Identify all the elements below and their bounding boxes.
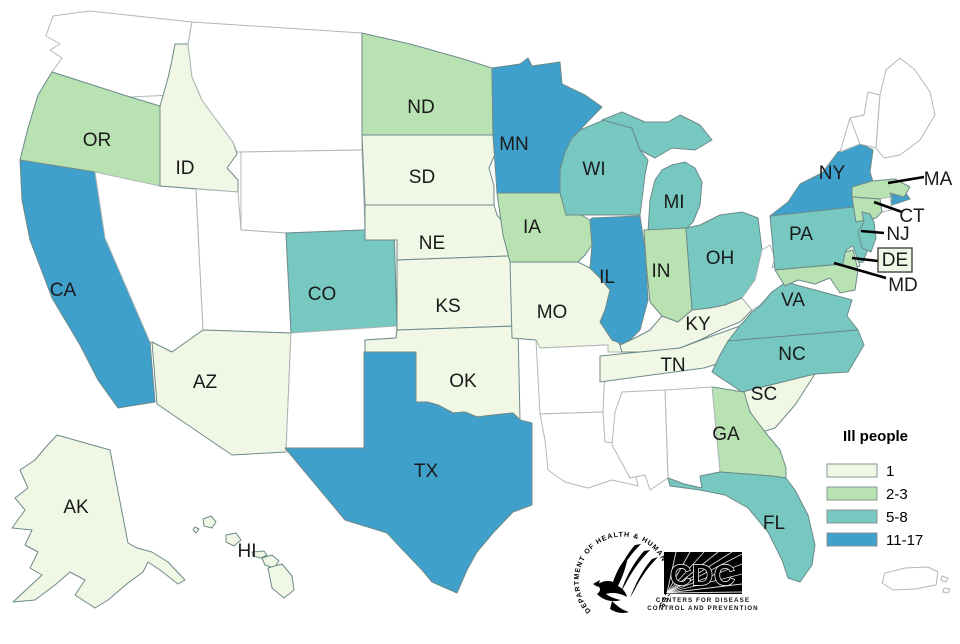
state-label-ca: CA — [50, 280, 77, 301]
state-labels: OR ID CA AZ ND SD NE KS OK TX CO MN IA M… — [50, 97, 953, 562]
state-label-mn: MN — [499, 134, 529, 155]
state-label-in: IN — [652, 261, 671, 282]
hi-niihau — [192, 526, 200, 534]
state-label-ak: AK — [63, 497, 89, 518]
callout-line-de — [851, 256, 879, 263]
state-tx — [284, 351, 533, 594]
legend-swatch-5-8 — [826, 509, 878, 524]
legend-swatch-11-17 — [826, 532, 878, 547]
state-label-nj: NJ — [886, 224, 909, 245]
hi-oahu — [225, 532, 242, 547]
state-label-nd: ND — [407, 97, 434, 118]
legend: Ill people 1 2-3 5-8 11-17 — [826, 428, 923, 549]
hhs-eagle-icon — [593, 544, 658, 613]
state-wy — [240, 149, 366, 234]
hi-molokai — [251, 550, 268, 559]
state-label-md: MD — [888, 275, 918, 296]
state-co — [285, 227, 398, 334]
legend-label-2-3: 2-3 — [886, 486, 908, 503]
state-label-az: AZ — [193, 372, 218, 393]
state-label-ny: NY — [819, 163, 846, 184]
state-label-mi: MI — [663, 192, 684, 213]
legend-label-1: 1 — [886, 463, 894, 480]
state-label-nc: NC — [778, 344, 805, 365]
state-label-ma: MA — [924, 169, 953, 190]
callout-lines — [833, 175, 925, 280]
cdc-logo-rays — [666, 551, 743, 594]
state-label-tn: TN — [660, 355, 685, 376]
state-mi-upper — [601, 111, 713, 159]
territory-pr — [881, 566, 951, 594]
state-label-ok: OK — [449, 371, 477, 392]
pr-islet-1 — [940, 575, 949, 583]
pr-main — [881, 566, 939, 591]
legend-swatch-1 — [826, 463, 878, 478]
cdc-acronym-text: CDC — [670, 560, 736, 592]
state-ak — [11, 434, 186, 609]
state-label-il: IL — [599, 267, 615, 288]
state-ks — [396, 248, 519, 331]
state-nd — [361, 32, 494, 136]
state-label-sc: SC — [751, 384, 777, 405]
state-label-pa: PA — [789, 224, 813, 245]
state-label-ne: NE — [419, 233, 445, 254]
state-label-or: OR — [83, 130, 112, 151]
state-hi-islands — [192, 515, 295, 599]
state-label-ga: GA — [712, 424, 740, 445]
state-ms — [611, 389, 669, 491]
state-mi-lower — [647, 161, 703, 233]
state-label-ct: CT — [899, 206, 925, 227]
cdc-caption-line2: CONTROL AND PREVENTION — [647, 605, 759, 612]
state-label-de: DE — [882, 250, 908, 271]
hi-kauai — [202, 515, 217, 529]
hi-maui — [261, 554, 280, 569]
state-label-sd: SD — [409, 167, 435, 188]
state-label-oh: OH — [706, 248, 735, 269]
cdc-logo: CDC CENTERS FOR DISEASE CONTROL AND PREV… — [647, 551, 759, 612]
state-md — [774, 249, 859, 294]
callout-line-ma — [887, 175, 925, 185]
hi-big-island — [267, 563, 295, 599]
legend-label-11-17: 11-17 — [886, 532, 923, 549]
state-label-wi: WI — [582, 159, 605, 180]
state-label-fl: FL — [763, 513, 785, 534]
state-label-hi: HI — [238, 541, 257, 562]
de-label-box — [877, 247, 913, 273]
legend-title: Ill people — [843, 428, 908, 445]
states-layer — [11, 10, 951, 609]
state-label-va: VA — [781, 290, 805, 311]
state-label-ks: KS — [435, 296, 460, 317]
state-label-tx: TX — [414, 461, 439, 482]
legend-swatch-2-3 — [826, 486, 878, 501]
state-label-co: CO — [308, 284, 337, 305]
state-label-mo: MO — [537, 302, 568, 323]
state-label-ky: KY — [685, 314, 711, 335]
state-fl — [667, 471, 816, 583]
cdc-caption-line1: CENTERS FOR DISEASE — [656, 597, 750, 604]
callout-line-nj — [860, 229, 885, 235]
pr-islet-2 — [942, 587, 951, 594]
callout-line-ct — [873, 200, 903, 214]
state-la — [539, 411, 639, 489]
state-va — [727, 281, 859, 342]
state-label-ia: IA — [523, 217, 541, 238]
legend-label-5-8: 5-8 — [886, 509, 908, 526]
callout-line-md — [833, 261, 887, 280]
state-label-id: ID — [176, 158, 195, 179]
state-me — [875, 57, 936, 159]
